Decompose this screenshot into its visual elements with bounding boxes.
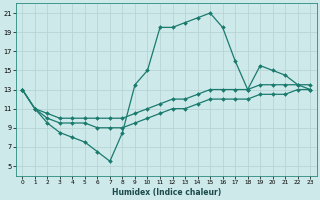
X-axis label: Humidex (Indice chaleur): Humidex (Indice chaleur) [112, 188, 221, 197]
